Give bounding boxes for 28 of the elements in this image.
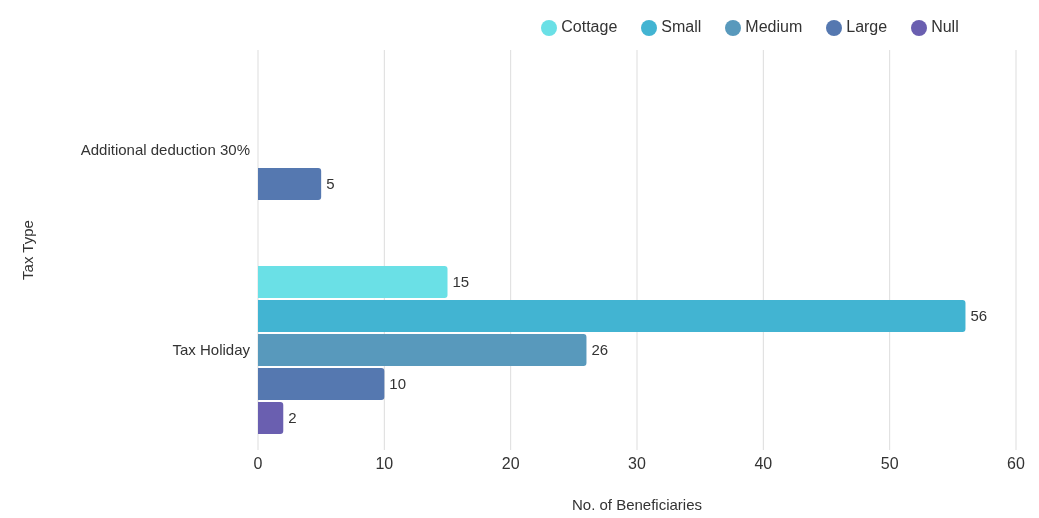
data-label: 5 [326,175,335,193]
x-tick-label: 10 [375,455,394,473]
data-label: 10 [389,375,407,393]
x-tick-label: 30 [628,455,646,473]
bar [258,300,966,332]
x-tick-label: 0 [253,455,263,473]
y-tick-label: Tax Holiday [172,341,251,359]
legend-label: Null [931,18,959,35]
data-label: 15 [452,273,470,291]
y-axis-title: Tax Type [19,220,37,280]
data-label: 2 [288,409,297,427]
bar [258,168,322,200]
bar [258,402,284,434]
x-tick-label: 50 [880,455,899,473]
x-tick-label: 60 [1007,455,1025,473]
bar [258,368,385,400]
y-tick-label: Additional deduction 30% [80,141,250,159]
x-tick-label: 40 [754,455,773,473]
data-label: 56 [970,307,988,325]
x-tick-label: 20 [501,455,520,473]
data-label: 26 [591,341,609,359]
bar [258,266,448,298]
legend-label: Cottage [561,18,618,35]
bar [258,334,587,366]
legend-label: Large [846,18,888,35]
x-axis-title: No. of Beneficiaries [571,496,703,513]
legend-label: Small [661,18,702,35]
legend-label: Medium [745,18,803,35]
